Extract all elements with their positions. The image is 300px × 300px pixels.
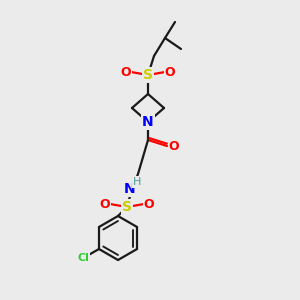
Text: O: O — [165, 65, 175, 79]
Text: O: O — [121, 65, 131, 79]
Text: O: O — [144, 197, 154, 211]
Text: S: S — [143, 68, 153, 82]
Text: H: H — [133, 177, 141, 187]
Text: N: N — [142, 115, 154, 129]
Text: S: S — [122, 200, 132, 214]
Text: Cl: Cl — [77, 253, 89, 263]
Text: O: O — [100, 197, 110, 211]
Text: O: O — [169, 140, 179, 152]
Text: N: N — [124, 182, 136, 196]
